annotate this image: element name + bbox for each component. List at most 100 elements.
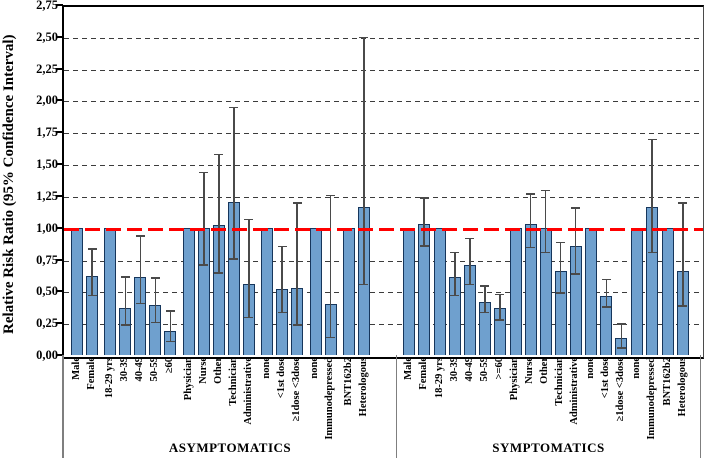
x-label-area: none (296, 357, 336, 453)
x-label-area: >=60 (480, 357, 520, 453)
x-category-label: Physician (182, 357, 194, 401)
gridline (64, 324, 703, 326)
y-tick-label: 0,25 (36, 316, 58, 331)
x-category-label: 40-49 (463, 357, 475, 382)
reference-line-rr1 (64, 227, 703, 231)
x-label-area: Administrative (556, 357, 596, 453)
gridline (64, 292, 703, 294)
x-category-label: 50-59 (478, 357, 490, 382)
x-label-area: Female (72, 357, 112, 453)
x-label-area: 50-59 (135, 357, 175, 453)
x-category-label: >=60 (493, 357, 505, 380)
y-tick-mark (56, 354, 63, 356)
x-category-label: Heterologous (676, 357, 688, 417)
x-label-area: 40-49 (450, 357, 490, 453)
x-category-label: none (630, 357, 642, 379)
x-category-label: Administrative (569, 357, 581, 425)
x-category-label: <1st dose (275, 357, 287, 399)
x-category-label: 18-29 yrs (104, 357, 116, 399)
y-tick-label: 1,75 (36, 125, 58, 140)
y-tick-mark (56, 194, 63, 197)
x-category-label: none (260, 357, 272, 379)
x-label-area: Immunodepressed (632, 357, 672, 453)
x-category-label: 30-39 (119, 357, 131, 382)
plot-area (62, 5, 704, 359)
x-label-area: ≥1dose <3dose (601, 357, 641, 453)
separator-line (395, 355, 397, 458)
y-tick-label: 2,75 (36, 0, 58, 12)
y-tick-label: 0,50 (36, 284, 58, 299)
x-category-label: 40-49 (134, 357, 146, 382)
y-tick-mark (56, 99, 63, 102)
x-category-label: 18-29 yrs (433, 357, 445, 399)
gridline (64, 165, 703, 167)
x-category-label: BNT162b2 (342, 357, 354, 406)
x-label-area: <1st dose (262, 357, 302, 453)
x-label-area: none (617, 357, 657, 453)
y-tick-mark (56, 163, 63, 166)
x-category-label: Other (539, 357, 551, 384)
x-category-label: Male (70, 357, 82, 380)
x-label-area: Administrative (229, 357, 269, 453)
x-category-label: Heterologous (357, 357, 369, 417)
x-label-area: Female (404, 357, 444, 453)
x-label-area: Immunodepressed (311, 357, 351, 453)
x-label-area: 40-49 (120, 357, 160, 453)
gridline (64, 196, 703, 198)
x-category-label: ≥1dose <3dose (615, 357, 627, 422)
y-tick-mark (56, 67, 63, 70)
x-category-label: Administrative (242, 357, 254, 425)
gridline (64, 133, 703, 135)
y-tick-label: 2,50 (36, 29, 58, 44)
x-label-area: Other (526, 357, 566, 453)
gridline (64, 37, 703, 39)
x-category-label: Male (402, 357, 414, 380)
x-category-label: 50-59 (149, 357, 161, 382)
x-label-area: 18-29 yrs (90, 357, 130, 453)
y-tick-label: 0,00 (36, 348, 58, 362)
x-category-label: ≥60 (164, 357, 176, 374)
x-category-label: Physician (509, 357, 521, 401)
x-category-label: Female (85, 357, 97, 390)
y-tick-mark (56, 226, 63, 229)
y-tick-mark (56, 4, 63, 6)
x-label-area: none (247, 357, 287, 453)
x-category-label: Immunodepressed (645, 357, 657, 440)
y-tick-label: 1,25 (36, 188, 58, 203)
gridline (64, 69, 703, 71)
y-tick-label: 0,75 (36, 252, 58, 267)
y-tick-mark (56, 258, 63, 261)
x-label-area: 50-59 (465, 357, 505, 453)
gridline (64, 101, 703, 103)
y-tick-mark (56, 290, 63, 293)
group-label-asymptomatics: ASYMPTOMATICS (168, 440, 292, 455)
x-category-label: <1st dose (600, 357, 612, 399)
y-axis-title: Relative Risk Ratio (95% Confidence Inte… (1, 34, 17, 334)
x-category-label: Technician (554, 357, 566, 406)
x-category-label: Nurse (197, 357, 209, 384)
x-label-area: Physician (169, 357, 209, 453)
x-category-label: none (309, 357, 321, 379)
x-label-area: BNT162b2 (648, 357, 688, 453)
x-category-label: BNT162b2 (661, 357, 673, 406)
x-label-area: Technician (214, 357, 254, 453)
x-label-area: ≥60 (150, 357, 190, 453)
x-label-area: 18-29 yrs (420, 357, 460, 453)
x-label-area: Nurse (184, 357, 224, 453)
y-tick-label: 1,00 (36, 220, 58, 235)
y-tick-mark (56, 35, 63, 38)
y-tick-mark (56, 131, 63, 134)
x-label-area: ≥1dose <3dose (277, 357, 317, 453)
y-tick-label: 1,50 (36, 157, 58, 172)
x-label-area: BNT162b2 (329, 357, 369, 453)
x-category-label: 30-39 (448, 357, 460, 382)
x-label-area: none (571, 357, 611, 453)
separator-line (62, 355, 64, 458)
x-label-area: Other (199, 357, 239, 453)
y-tick-label: 2,25 (36, 61, 58, 76)
x-label-area: Physician (496, 357, 536, 453)
x-category-label: Nurse (524, 357, 536, 384)
x-category-label: ≥1dose <3dose (290, 357, 302, 422)
x-label-area: <1st dose (586, 357, 626, 453)
